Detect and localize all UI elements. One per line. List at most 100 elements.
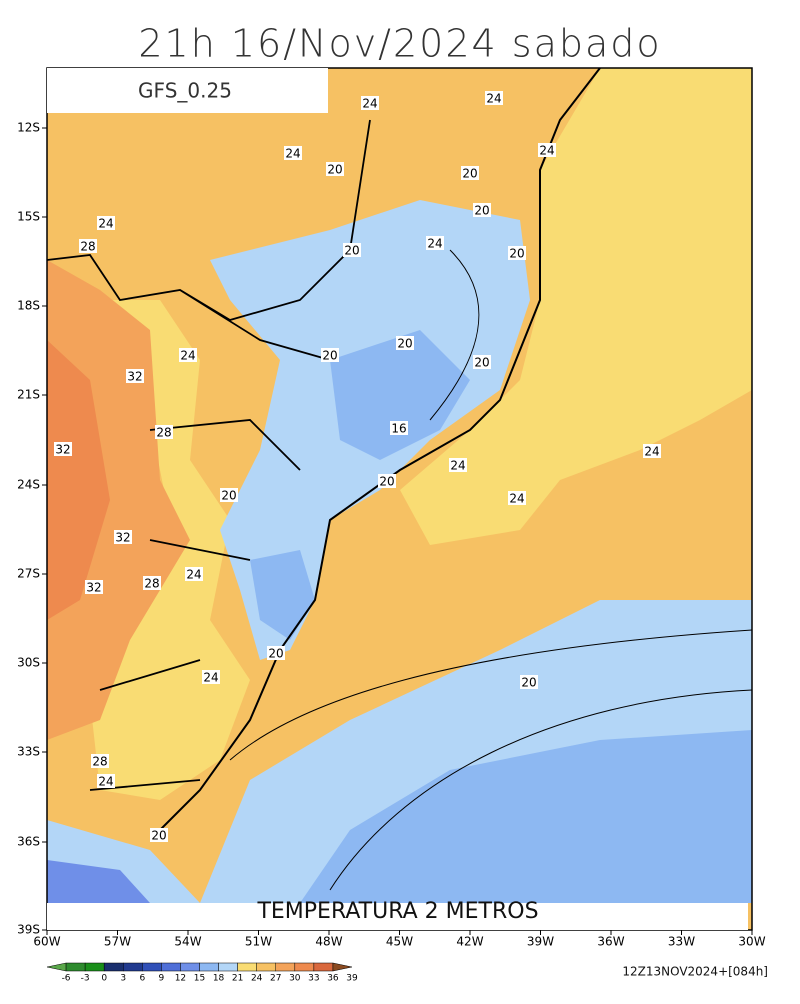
contour-label-bg xyxy=(361,96,379,110)
contour-label: 20 xyxy=(474,356,489,370)
contour-label: 20 xyxy=(521,676,536,690)
contour-label: 32 xyxy=(86,581,101,595)
lon-label: 42W xyxy=(456,935,483,949)
contour-label-bg xyxy=(284,146,302,160)
contour-label-bg xyxy=(97,216,115,230)
colorbar-swatch xyxy=(84,962,105,972)
lat-label: 27S xyxy=(17,567,40,581)
contour-label: 24 xyxy=(539,144,554,158)
field-title-box xyxy=(47,903,748,930)
contour-label: 20 xyxy=(151,829,166,843)
colorbar-label: 12 xyxy=(175,974,186,984)
colorbar-swatch xyxy=(180,962,200,972)
colorbar-swatch xyxy=(103,962,124,972)
lon-label: 45W xyxy=(386,935,413,949)
model-label: GFS_0.25 xyxy=(138,79,232,103)
contour-label-bg xyxy=(508,491,526,505)
colorbar-swatch xyxy=(237,962,257,972)
lon-label: 39W xyxy=(527,935,554,949)
colorbar-label: 30 xyxy=(289,974,301,984)
contour-label: 20 xyxy=(462,167,477,181)
contour-label: 24 xyxy=(509,492,524,506)
contour-label-bg xyxy=(267,646,285,660)
contour-label-bg xyxy=(473,355,491,369)
colorbar-swatch xyxy=(313,962,334,972)
contour-label: 20 xyxy=(397,337,412,351)
contour-label: 20 xyxy=(268,647,283,661)
model-box xyxy=(47,68,328,113)
contour-label-bg xyxy=(643,444,661,458)
contour-label: 24 xyxy=(186,568,201,582)
contour-label: 32 xyxy=(127,370,142,384)
contour-label: 24 xyxy=(203,671,218,685)
contour-label: 28 xyxy=(92,755,107,769)
contour-label-bg xyxy=(91,754,109,768)
colorbar-label: 0 xyxy=(101,974,107,984)
contour-label-bg xyxy=(85,580,103,594)
colorbar-label: 39 xyxy=(346,974,358,984)
colorbar-label: 9 xyxy=(159,974,165,984)
contour-label-bg xyxy=(54,442,72,456)
colorbar-swatch xyxy=(65,962,86,972)
contour-label: 20 xyxy=(379,475,394,489)
colorbar-label: -3 xyxy=(81,974,90,984)
contour-label: 24 xyxy=(450,459,465,473)
contour-label-bg xyxy=(220,488,238,502)
lat-label: 30S xyxy=(17,656,40,670)
title: 21h 16/Nov/2024 sabado xyxy=(138,22,661,66)
contour-label-bg xyxy=(520,675,538,689)
lat-label: 33S xyxy=(17,745,40,759)
colorbar-swatch xyxy=(161,962,181,972)
contour-label-bg xyxy=(449,458,467,472)
contour-label: 24 xyxy=(644,445,659,459)
colorbar-label: 33 xyxy=(308,974,319,984)
colorbar-label: 21 xyxy=(232,974,243,984)
lon-label: 30W xyxy=(738,935,765,949)
lon-label: 36W xyxy=(597,935,624,949)
lat-label: 15S xyxy=(17,210,40,224)
contour-label: 20 xyxy=(322,349,337,363)
contour-label-bg xyxy=(326,162,344,176)
contour-label: 20 xyxy=(221,489,236,503)
colorbar-label: 6 xyxy=(139,974,145,984)
contour-label-bg xyxy=(114,530,132,544)
lon-label: 51W xyxy=(245,935,272,949)
contour-label-bg xyxy=(97,774,115,788)
colorbar-label: 18 xyxy=(213,974,225,984)
lat-label: 12S xyxy=(17,121,40,135)
contour-label-bg xyxy=(390,421,408,435)
colorbar-swatch xyxy=(218,962,238,972)
contour-label: 16 xyxy=(391,422,406,436)
colorbar-label: 36 xyxy=(327,974,339,984)
colorbar-label: 27 xyxy=(270,974,281,984)
lat-label: 39S xyxy=(17,923,40,937)
field-title: TEMPERATURA 2 METROS xyxy=(256,899,538,924)
contour-label: 24 xyxy=(98,217,113,231)
lon-label: 57W xyxy=(104,935,131,949)
colorbar-swatch xyxy=(199,962,219,972)
colorbar-label: 15 xyxy=(194,974,205,984)
contour-label-bg xyxy=(179,348,197,362)
contour-label-bg xyxy=(126,369,144,383)
contour-label-bg xyxy=(473,203,491,217)
contour-label-bg xyxy=(143,576,161,590)
run-label: 12Z13NOV2024+[084h] xyxy=(622,965,768,979)
contour-label-bg xyxy=(508,246,526,260)
contour-label: 20 xyxy=(327,163,342,177)
contour-label-bg xyxy=(79,239,97,253)
colorbar-swatch xyxy=(46,962,67,972)
colorbar-label: -6 xyxy=(62,974,71,984)
colorbar-label: 3 xyxy=(120,974,126,984)
colorbar-swatch xyxy=(332,962,353,972)
contour-label: 24 xyxy=(285,147,300,161)
lon-label: 54W xyxy=(174,935,201,949)
contour-label: 24 xyxy=(486,92,501,106)
colorbar-swatch xyxy=(294,962,315,972)
contour-label: 24 xyxy=(98,775,113,789)
colorbar-swatch xyxy=(256,962,276,972)
contour-label: 24 xyxy=(427,237,442,251)
contour-label: 20 xyxy=(474,204,489,218)
contour-label-bg xyxy=(485,91,503,105)
contour-label-bg xyxy=(343,243,361,257)
